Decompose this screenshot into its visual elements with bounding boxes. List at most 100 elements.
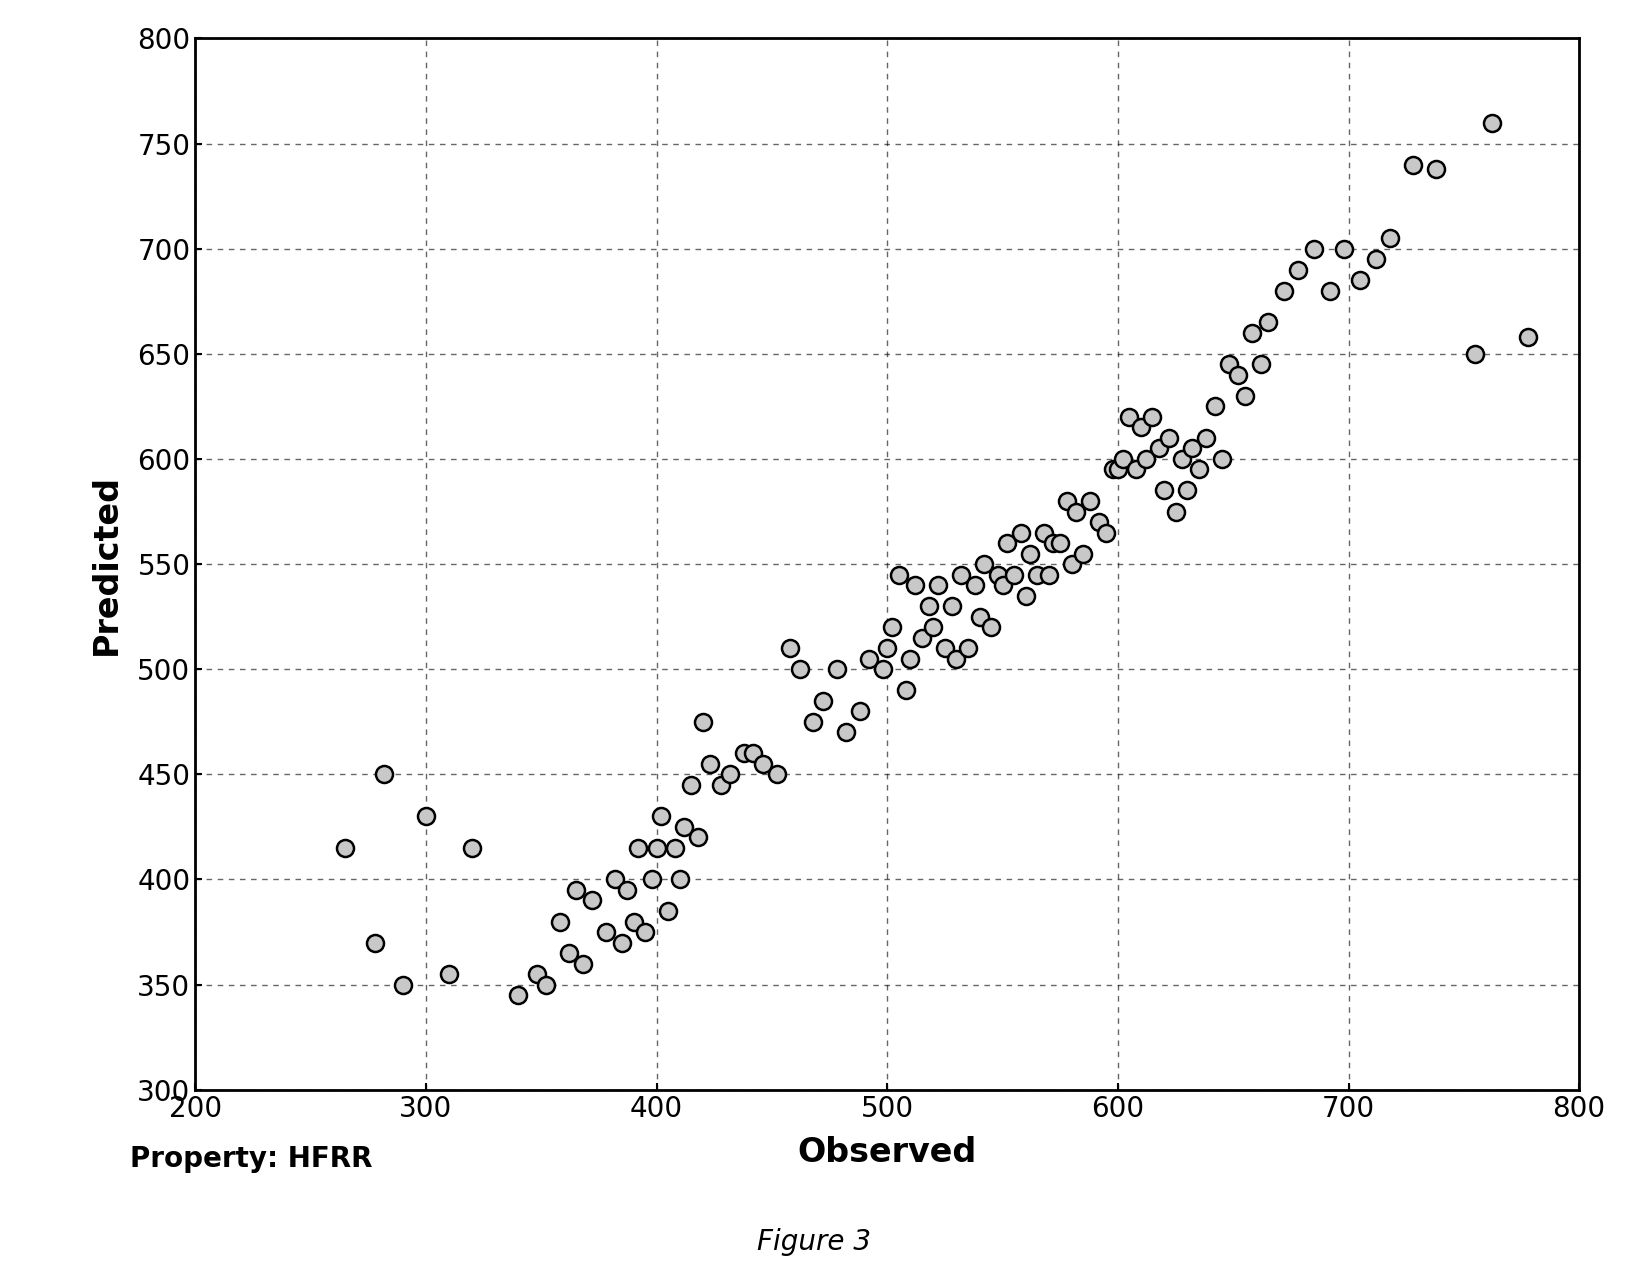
- Point: [1247, 354, 1273, 374]
- Point: [892, 679, 918, 700]
- Point: [614, 879, 640, 900]
- Point: [1058, 554, 1084, 574]
- Point: [920, 617, 946, 637]
- Point: [1201, 396, 1228, 417]
- Point: [1478, 113, 1504, 133]
- Point: [505, 985, 531, 1005]
- Point: [1156, 428, 1182, 449]
- Point: [1239, 323, 1265, 344]
- Point: [939, 596, 965, 617]
- Point: [995, 533, 1021, 554]
- Point: [1271, 281, 1298, 301]
- Point: [1024, 564, 1050, 585]
- Point: [632, 922, 658, 942]
- Y-axis label: Predicted: Predicted: [91, 473, 124, 655]
- Point: [1332, 238, 1358, 259]
- Point: [1035, 564, 1061, 585]
- Point: [666, 869, 692, 890]
- Point: [731, 744, 757, 764]
- Point: [625, 837, 651, 858]
- Point: [990, 574, 1016, 595]
- Point: [1055, 491, 1081, 512]
- Point: [609, 932, 635, 953]
- Point: [648, 806, 674, 827]
- Point: [708, 774, 734, 795]
- Point: [1462, 344, 1488, 364]
- Point: [856, 649, 882, 669]
- Point: [532, 974, 558, 995]
- Point: [685, 827, 711, 847]
- Point: [1070, 544, 1096, 564]
- Point: [1008, 522, 1034, 542]
- Point: [897, 649, 923, 669]
- Point: [697, 754, 723, 774]
- Point: [847, 701, 873, 722]
- Point: [764, 764, 790, 785]
- Point: [809, 691, 835, 712]
- Point: [967, 606, 993, 627]
- Point: [749, 754, 775, 774]
- Point: [580, 890, 606, 910]
- Point: [915, 596, 941, 617]
- Point: [978, 617, 1004, 637]
- Point: [1105, 459, 1131, 479]
- Point: [902, 574, 928, 595]
- Point: [1423, 159, 1449, 179]
- Point: [943, 649, 969, 669]
- Point: [1174, 481, 1200, 501]
- Point: [332, 837, 358, 858]
- Point: [1377, 228, 1403, 249]
- Point: [786, 659, 812, 679]
- Point: [874, 638, 900, 659]
- Point: [555, 942, 581, 963]
- Point: [1192, 428, 1218, 449]
- Point: [638, 869, 664, 890]
- Point: [654, 901, 681, 922]
- Point: [593, 922, 619, 942]
- Text: Figure 3: Figure 3: [757, 1228, 871, 1256]
- Point: [1162, 501, 1188, 522]
- Point: [931, 638, 957, 659]
- Point: [570, 954, 596, 974]
- Point: [1317, 281, 1343, 301]
- Point: [1133, 449, 1159, 469]
- Point: [1232, 386, 1258, 406]
- Point: [1018, 544, 1044, 564]
- Point: [371, 764, 397, 785]
- Point: [1047, 533, 1073, 554]
- Point: [671, 817, 697, 837]
- Point: [824, 659, 850, 679]
- X-axis label: Observed: Observed: [798, 1136, 977, 1169]
- Point: [1101, 459, 1127, 479]
- Point: [643, 837, 669, 858]
- Point: [1117, 406, 1143, 427]
- Point: [1400, 154, 1426, 174]
- Point: [832, 722, 858, 742]
- Point: [1151, 481, 1177, 501]
- Text: Property: HFRR: Property: HFRR: [130, 1145, 373, 1173]
- Point: [361, 932, 387, 953]
- Point: [663, 837, 689, 858]
- Point: [908, 627, 934, 647]
- Point: [1185, 459, 1211, 479]
- Point: [925, 574, 951, 595]
- Point: [947, 564, 974, 585]
- Point: [1063, 501, 1089, 522]
- Point: [436, 964, 462, 985]
- Point: [956, 638, 982, 659]
- Point: [1086, 512, 1112, 532]
- Point: [1255, 312, 1281, 332]
- Point: [801, 712, 827, 732]
- Point: [718, 764, 744, 785]
- Point: [389, 974, 415, 995]
- Point: [970, 554, 996, 574]
- Point: [1208, 449, 1234, 469]
- Point: [869, 659, 895, 679]
- Point: [690, 712, 716, 732]
- Point: [1284, 259, 1311, 279]
- Point: [620, 912, 646, 932]
- Point: [1013, 586, 1039, 606]
- Point: [1516, 327, 1542, 347]
- Point: [563, 879, 589, 900]
- Point: [962, 574, 988, 595]
